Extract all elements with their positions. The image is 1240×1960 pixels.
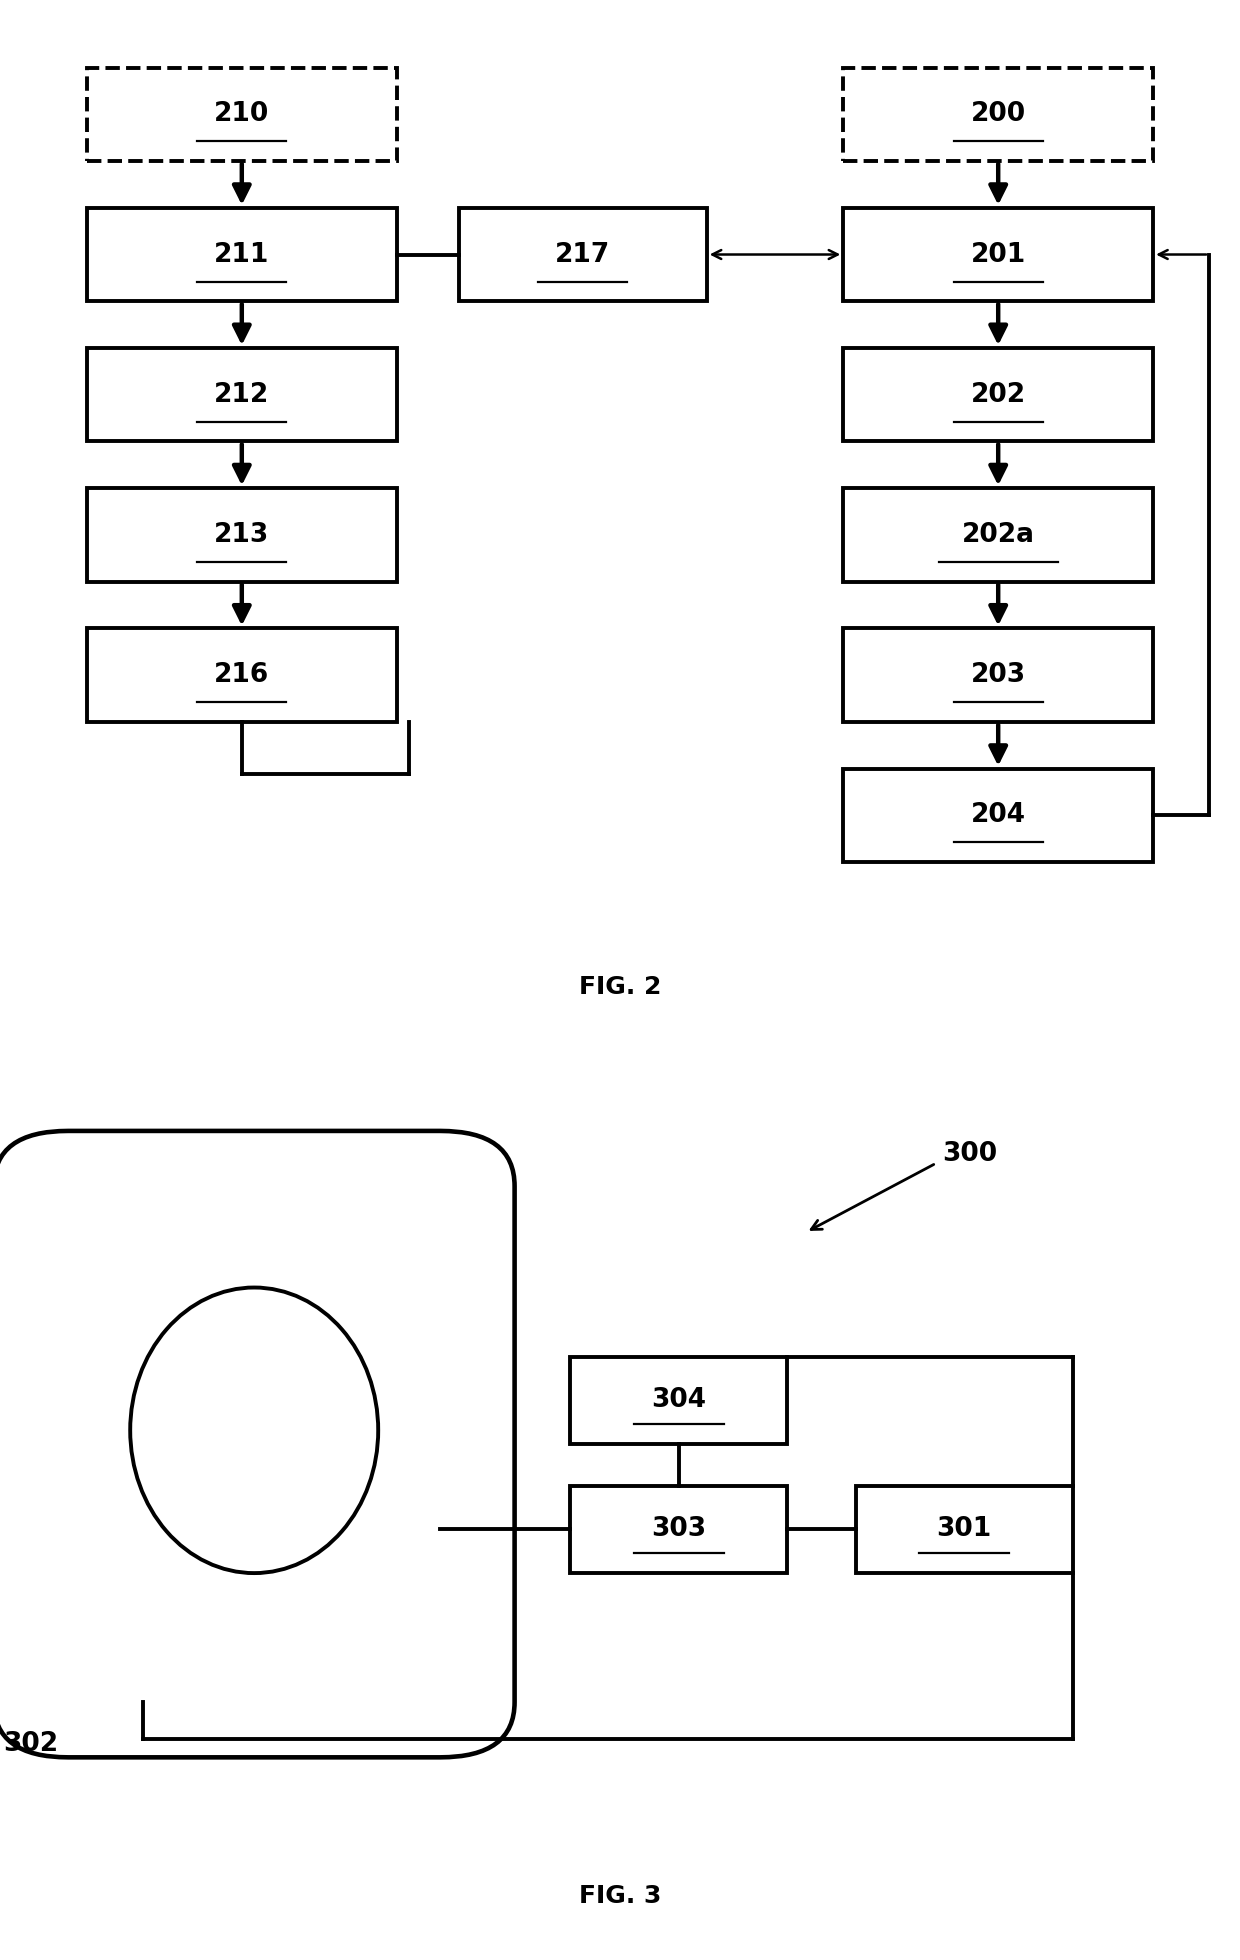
Text: 200: 200 (971, 102, 1025, 127)
Text: 216: 216 (215, 662, 269, 688)
Bar (843, 349, 1153, 441)
Text: 300: 300 (942, 1141, 997, 1166)
Bar (843, 768, 1153, 862)
Bar (843, 629, 1153, 721)
Text: 203: 203 (971, 662, 1025, 688)
Text: 210: 210 (215, 102, 269, 127)
Text: 202: 202 (971, 382, 1025, 408)
FancyBboxPatch shape (0, 1131, 515, 1758)
Text: 201: 201 (971, 241, 1025, 267)
Text: 303: 303 (651, 1517, 707, 1543)
Bar (87, 349, 397, 441)
Bar (87, 488, 397, 582)
Bar (570, 1356, 787, 1445)
Text: 211: 211 (215, 241, 269, 267)
Bar (843, 67, 1153, 161)
Bar (87, 67, 397, 161)
Bar (570, 1486, 787, 1574)
Bar (87, 208, 397, 302)
Text: 304: 304 (651, 1388, 707, 1413)
Bar (856, 1486, 1073, 1574)
Bar (843, 208, 1153, 302)
Text: 204: 204 (971, 802, 1025, 829)
Text: 302: 302 (4, 1731, 58, 1756)
Text: 301: 301 (936, 1517, 992, 1543)
Bar (843, 488, 1153, 582)
Bar (87, 629, 397, 721)
Text: 202a: 202a (962, 521, 1034, 549)
Text: 217: 217 (556, 241, 610, 267)
Text: 213: 213 (215, 521, 269, 549)
Ellipse shape (130, 1288, 378, 1574)
Text: 212: 212 (215, 382, 269, 408)
Text: FIG. 2: FIG. 2 (579, 974, 661, 1000)
Bar (459, 208, 707, 302)
Text: FIG. 3: FIG. 3 (579, 1884, 661, 1907)
